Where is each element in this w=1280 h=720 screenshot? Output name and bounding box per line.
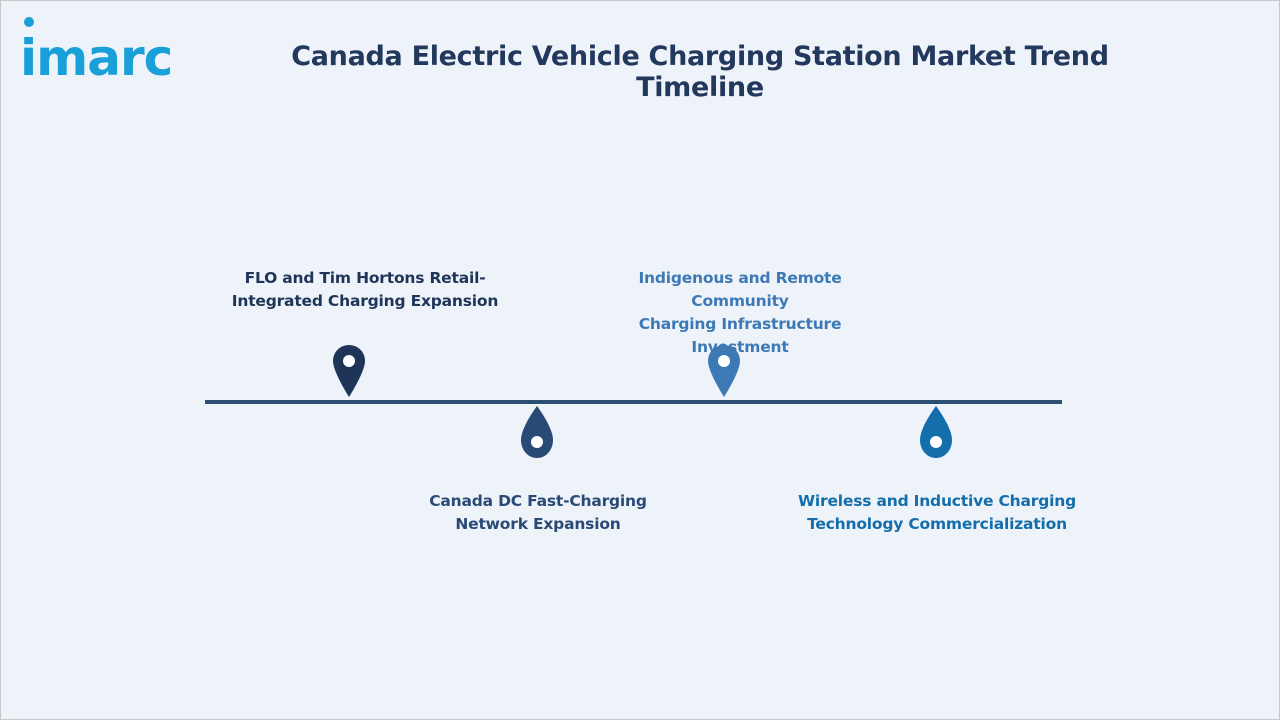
drop-pin-icon <box>920 406 952 458</box>
timeline-event-label: Wireless and Inductive Charging Technolo… <box>787 490 1087 536</box>
event-label-line: Canada DC Fast-Charging <box>429 492 647 510</box>
event-label-line: Charging Infrastructure Investment <box>638 315 842 356</box>
location-pin-icon <box>708 345 740 397</box>
svg-text:imarc: imarc <box>21 29 172 81</box>
event-label-line: Indigenous and Remote Community <box>638 269 842 310</box>
event-label-line: Technology Commercialization <box>807 515 1067 533</box>
page-title: Canada Electric Vehicle Charging Station… <box>291 41 1109 103</box>
timeline-event-label: Indigenous and Remote Community Charging… <box>590 267 890 359</box>
location-pin-icon <box>333 345 365 397</box>
event-label-line: FLO and Tim Hortons Retail- <box>244 269 486 287</box>
drop-pin-icon <box>521 406 553 458</box>
timeline-axis <box>205 400 1062 404</box>
timeline-event-label: FLO and Tim Hortons Retail- Integrated C… <box>215 267 515 313</box>
imarc-logo: imarc <box>21 17 173 81</box>
timeline-event-label: Canada DC Fast-Charging Network Expansio… <box>388 490 688 536</box>
event-label-line: Wireless and Inductive Charging <box>798 492 1076 510</box>
event-label-line: Network Expansion <box>455 515 621 533</box>
event-label-line: Integrated Charging Expansion <box>231 292 499 310</box>
